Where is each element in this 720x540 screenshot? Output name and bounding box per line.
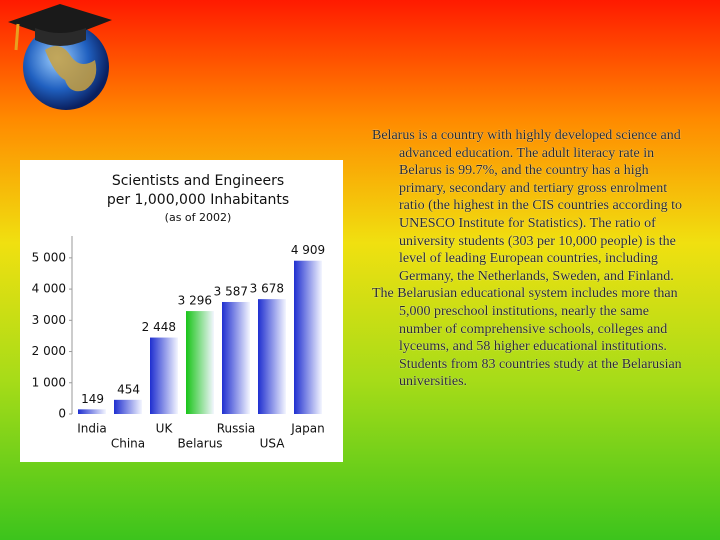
x-tick-label: China bbox=[111, 437, 145, 451]
chart-subtitle: per 1,000,000 Inhabitants bbox=[107, 192, 289, 208]
bar bbox=[258, 299, 286, 414]
body-text: Belarus is a country with highly develop… bbox=[372, 127, 684, 391]
chart-note: (as of 2002) bbox=[165, 211, 232, 224]
bar bbox=[114, 399, 142, 414]
x-tick-label: India bbox=[77, 422, 106, 436]
y-tick-label: 3 000 bbox=[32, 313, 66, 327]
value-label: 2 448 bbox=[142, 320, 176, 334]
chart-panel bbox=[20, 160, 343, 462]
paragraph: Belarus is a country with highly develop… bbox=[372, 128, 683, 284]
x-tick-label: Russia bbox=[217, 422, 256, 436]
bar bbox=[294, 260, 322, 414]
value-label: 149 bbox=[81, 392, 104, 406]
value-label: 454 bbox=[117, 382, 140, 396]
value-label: 4 909 bbox=[291, 243, 325, 257]
bar bbox=[222, 301, 250, 414]
bar bbox=[150, 337, 178, 414]
paragraph: The Belarusian educational system includ… bbox=[372, 286, 682, 390]
x-tick-label: USA bbox=[260, 437, 286, 451]
y-tick-label: 5 000 bbox=[32, 250, 66, 264]
globe-icon bbox=[8, 4, 112, 110]
y-tick-label: 4 000 bbox=[32, 282, 66, 296]
chart-title: Scientists and Engineers bbox=[112, 173, 284, 189]
value-label: 3 587 bbox=[214, 284, 248, 298]
bar bbox=[186, 311, 214, 414]
x-tick-label: Belarus bbox=[177, 437, 222, 451]
bar bbox=[78, 409, 106, 414]
y-tick-label: 2 000 bbox=[32, 344, 66, 358]
value-label: 3 296 bbox=[178, 294, 212, 308]
y-tick-label: 0 bbox=[58, 407, 66, 421]
y-tick-label: 1 000 bbox=[32, 375, 66, 389]
x-tick-label: UK bbox=[156, 422, 174, 436]
x-tick-label: Japan bbox=[290, 422, 324, 436]
value-label: 3 678 bbox=[250, 282, 284, 296]
